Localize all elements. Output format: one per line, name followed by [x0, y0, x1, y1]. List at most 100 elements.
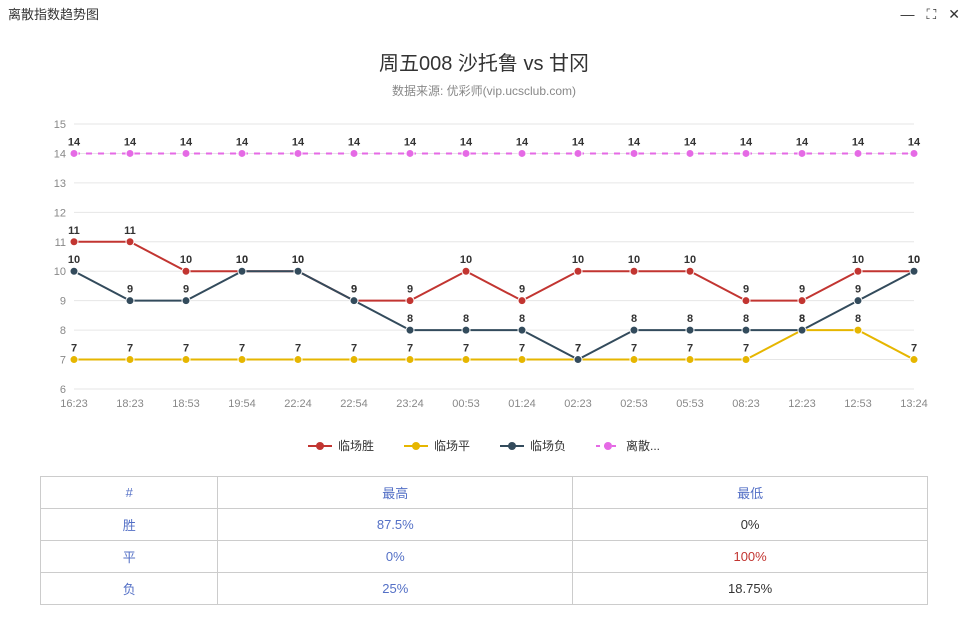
legend-swatch [500, 445, 524, 447]
svg-text:11: 11 [124, 225, 136, 237]
row-label: 胜 [41, 509, 218, 541]
svg-text:9: 9 [127, 284, 133, 296]
minimize-button[interactable]: — [900, 7, 914, 21]
svg-text:7: 7 [183, 343, 189, 355]
svg-text:14: 14 [68, 136, 81, 148]
line-chart: 678910111213141516:2318:2318:5319:5422:2… [34, 109, 934, 429]
svg-text:14: 14 [740, 136, 753, 148]
svg-text:12: 12 [54, 207, 66, 219]
summary-table: # 最高 最低 胜87.5%0%平0%100%负25%18.75% [40, 476, 928, 605]
svg-text:14: 14 [628, 136, 641, 148]
legend-swatch [596, 445, 620, 447]
svg-text:8: 8 [743, 313, 749, 325]
svg-text:10: 10 [236, 254, 248, 266]
legend-label: 临场负 [530, 437, 566, 454]
svg-text:13: 13 [54, 178, 66, 190]
row-high: 0% [218, 541, 573, 573]
table-row: 胜87.5%0% [41, 509, 928, 541]
row-low: 0% [573, 509, 928, 541]
legend-item[interactable]: 临场胜 [308, 437, 374, 454]
svg-text:02:53: 02:53 [620, 398, 648, 410]
legend-dot-icon [508, 442, 516, 450]
svg-text:8: 8 [463, 313, 469, 325]
close-button[interactable]: ✕ [948, 7, 960, 21]
svg-text:14: 14 [348, 136, 361, 148]
table-row: 平0%100% [41, 541, 928, 573]
svg-text:22:24: 22:24 [284, 398, 312, 410]
svg-text:7: 7 [743, 343, 749, 355]
expand-button[interactable]: ⛶ [926, 7, 936, 21]
window: 离散指数趋势图 — ⛶ ✕ 周五008 沙托鲁 vs 甘冈 数据来源: 优彩师(… [0, 0, 968, 625]
legend-swatch [308, 445, 332, 447]
svg-text:7: 7 [911, 343, 917, 355]
svg-text:12:53: 12:53 [844, 398, 872, 410]
svg-text:14: 14 [180, 136, 193, 148]
svg-text:14: 14 [236, 136, 249, 148]
legend-item[interactable]: 临场负 [500, 437, 566, 454]
svg-text:7: 7 [71, 343, 77, 355]
col-header-hash: # [41, 477, 218, 509]
svg-text:9: 9 [743, 284, 749, 296]
legend-dot-icon [412, 442, 420, 450]
row-label: 平 [41, 541, 218, 573]
svg-text:10: 10 [292, 254, 304, 266]
svg-text:8: 8 [855, 313, 861, 325]
svg-text:10: 10 [628, 254, 640, 266]
svg-text:9: 9 [60, 296, 66, 308]
svg-text:7: 7 [463, 343, 469, 355]
svg-text:18:23: 18:23 [116, 398, 144, 410]
row-high: 87.5% [218, 509, 573, 541]
svg-text:08:23: 08:23 [732, 398, 760, 410]
svg-text:9: 9 [519, 284, 525, 296]
svg-text:10: 10 [180, 254, 192, 266]
svg-text:8: 8 [60, 325, 66, 337]
svg-text:23:24: 23:24 [396, 398, 424, 410]
svg-text:00:53: 00:53 [452, 398, 480, 410]
svg-text:10: 10 [852, 254, 864, 266]
svg-text:9: 9 [407, 284, 413, 296]
svg-text:7: 7 [295, 343, 301, 355]
chart-title: 周五008 沙托鲁 vs 甘冈 [20, 47, 948, 76]
svg-text:8: 8 [631, 313, 637, 325]
svg-text:22:54: 22:54 [340, 398, 368, 410]
svg-text:7: 7 [519, 343, 525, 355]
row-label: 负 [41, 573, 218, 605]
col-header-low: 最低 [573, 477, 928, 509]
svg-text:05:53: 05:53 [676, 398, 704, 410]
window-title: 离散指数趋势图 [8, 4, 99, 23]
svg-text:9: 9 [183, 284, 189, 296]
chart-area: 周五008 沙托鲁 vs 甘冈 数据来源: 优彩师(vip.ucsclub.co… [0, 27, 968, 464]
svg-text:8: 8 [687, 313, 693, 325]
svg-text:15: 15 [54, 119, 66, 131]
svg-text:6: 6 [60, 384, 66, 396]
table-header-row: # 最高 最低 [41, 477, 928, 509]
svg-text:7: 7 [239, 343, 245, 355]
row-low: 18.75% [573, 573, 928, 605]
svg-text:10: 10 [572, 254, 584, 266]
col-header-high: 最高 [218, 477, 573, 509]
svg-text:9: 9 [799, 284, 805, 296]
svg-text:02:23: 02:23 [564, 398, 592, 410]
svg-text:14: 14 [404, 136, 417, 148]
svg-text:14: 14 [516, 136, 529, 148]
svg-text:10: 10 [54, 266, 66, 278]
chart-legend: 临场胜 临场平 临场负 离散... [20, 437, 948, 454]
svg-text:11: 11 [68, 225, 80, 237]
legend-label: 临场平 [434, 437, 470, 454]
summary-table-wrap: # 最高 最低 胜87.5%0%平0%100%负25%18.75% [0, 464, 968, 625]
svg-text:10: 10 [460, 254, 472, 266]
svg-text:7: 7 [127, 343, 133, 355]
svg-text:10: 10 [68, 254, 80, 266]
table-row: 负25%18.75% [41, 573, 928, 605]
row-low: 100% [573, 541, 928, 573]
svg-text:18:53: 18:53 [172, 398, 200, 410]
svg-text:10: 10 [908, 254, 920, 266]
svg-text:19:54: 19:54 [228, 398, 256, 410]
legend-label: 临场胜 [338, 437, 374, 454]
svg-text:14: 14 [908, 136, 921, 148]
svg-text:14: 14 [684, 136, 697, 148]
svg-text:8: 8 [407, 313, 413, 325]
legend-item[interactable]: 临场平 [404, 437, 470, 454]
svg-text:7: 7 [631, 343, 637, 355]
legend-item[interactable]: 离散... [596, 437, 660, 454]
